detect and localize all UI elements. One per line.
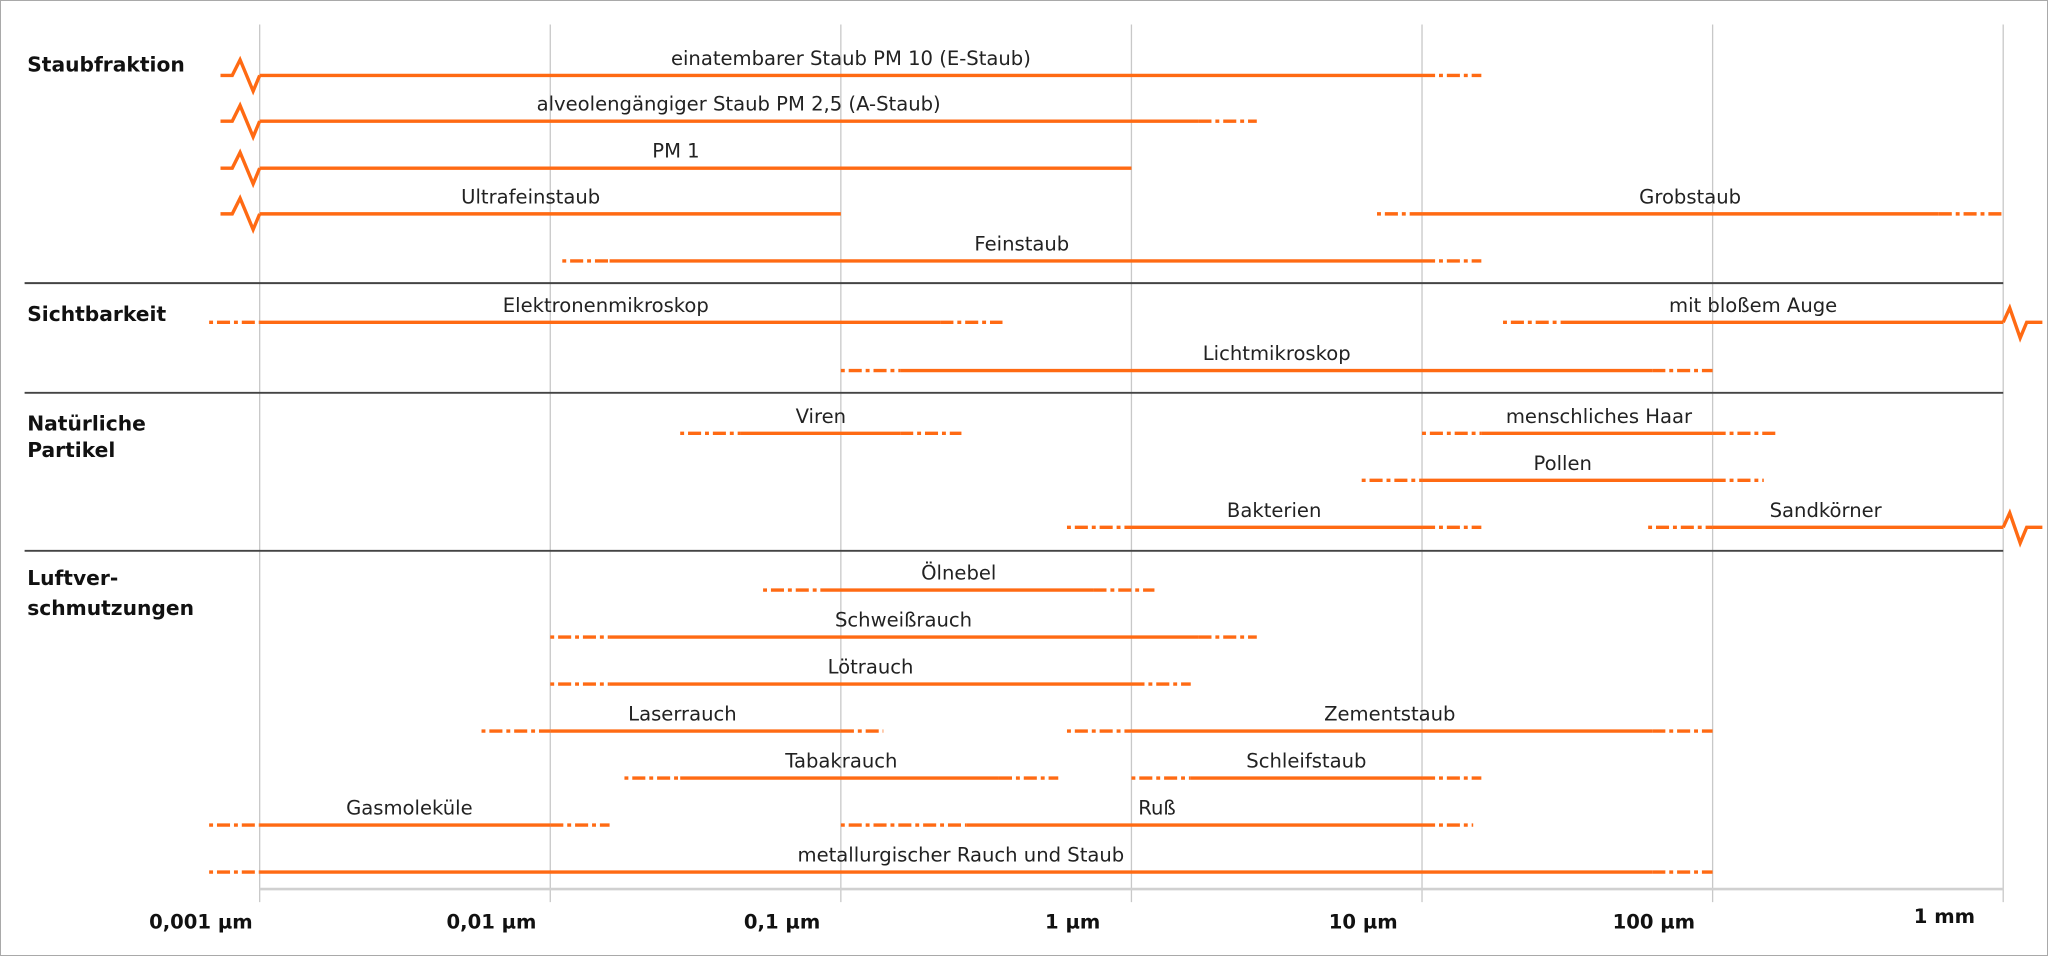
range-bar: Ölnebel <box>763 562 1155 592</box>
range-bars: einatembarer Staub PM 10 (E-Staub) alveol… <box>209 47 2043 874</box>
range-bar: Ruß <box>840 797 1474 827</box>
section-labels: Staubfraktion Sichtbarkeit NatürlicheParti… <box>27 53 194 620</box>
axis-break-right <box>2001 303 2043 343</box>
range-label: Schweißrauch <box>835 609 972 632</box>
range-label: Ölnebel <box>921 562 996 585</box>
range-bar: Schleifstaub <box>1131 750 1482 780</box>
range-bar: Bakterien <box>1066 499 1482 530</box>
range-label: Pollen <box>1534 452 1592 475</box>
range-bar: Ultrafeinstaub <box>220 185 841 234</box>
range-label: einatembarer Staub PM 10 (E-Staub) <box>671 47 1031 70</box>
range-label: Laserrauch <box>628 703 736 726</box>
range-bar: Lichtmikroskop <box>840 342 1713 373</box>
range-label: Gasmoleküle <box>346 797 473 820</box>
section-label: schmutzungen <box>27 596 194 620</box>
range-label: Viren <box>796 405 846 428</box>
x-tick-label: 0,001 µm <box>149 910 253 933</box>
range-label: Grobstaub <box>1639 185 1741 208</box>
range-label: Bakterien <box>1227 499 1321 522</box>
range-label: Zementstaub <box>1324 703 1455 726</box>
range-label: Schleifstaub <box>1246 750 1366 773</box>
range-label: Lötrauch <box>828 656 914 679</box>
section-label: Luftver- <box>27 566 118 590</box>
range-bar: Zementstaub <box>1066 703 1713 733</box>
range-bar: Elektronenmikroskop <box>209 294 1003 324</box>
range-label: Tabakrauch <box>784 750 897 773</box>
range-bar: metallurgischer Rauch und Staub <box>209 844 1713 874</box>
range-label: Elektronenmikroskop <box>503 294 709 317</box>
section-label: Natürliche <box>27 412 146 436</box>
axis-break-right <box>2001 508 2043 548</box>
section-label: Sichtbarkeit <box>27 302 166 326</box>
range-bar: Grobstaub <box>1377 185 2004 216</box>
axis-break-left <box>220 101 262 142</box>
range-bar: alveolengängiger Staub PM 2,5 (A-Staub) <box>220 93 1257 142</box>
x-tick-label: 1 µm <box>1045 910 1100 933</box>
range-bar: einatembarer Staub PM 10 (E-Staub) <box>220 47 1482 96</box>
range-label: mit bloßem Auge <box>1669 294 1837 317</box>
range-bar: Pollen <box>1361 452 1764 483</box>
section-label: Partikel <box>27 438 115 462</box>
range-label: PM 1 <box>652 140 699 163</box>
range-label: Ultrafeinstaub <box>461 185 600 208</box>
x-tick-label: 0,1 µm <box>744 910 820 933</box>
x-tick-label: 1 mm <box>1914 905 1975 928</box>
range-label: Lichtmikroskop <box>1203 342 1351 365</box>
range-bar: Feinstaub <box>562 232 1482 263</box>
axis-break-left <box>220 194 262 234</box>
range-bar: Lötrauch <box>550 656 1191 686</box>
section-separators <box>24 282 2004 552</box>
range-bar: PM 1 <box>220 140 1132 189</box>
axis-break-left <box>220 55 262 96</box>
x-tick-label: 0,01 µm <box>447 910 537 933</box>
gridlines <box>259 24 2004 903</box>
range-bar: Viren <box>680 405 962 435</box>
range-bar: Tabakrauch <box>624 750 1059 780</box>
range-bar: Gasmoleküle <box>209 797 610 827</box>
range-label: metallurgischer Rauch und Staub <box>798 844 1125 867</box>
range-label: Ruß <box>1138 797 1175 820</box>
range-bar: Sandkörner <box>1648 499 2043 548</box>
x-tick-label: 100 µm <box>1613 910 1696 933</box>
axis-break-left <box>220 148 262 189</box>
x-tick-label: 10 µm <box>1329 910 1398 933</box>
range-bar: mit bloßem Auge <box>1503 294 2043 343</box>
range-label: alveolengängiger Staub PM 2,5 (A-Staub) <box>537 93 941 116</box>
range-bar: menschliches Haar <box>1422 405 1776 435</box>
range-bar: Laserrauch <box>481 703 884 733</box>
x-axis-ticks: 0,001 µm 0,01 µm 0,1 µm 1 µm 10 µm 100 µm 1 mm <box>149 905 1975 933</box>
range-label: Feinstaub <box>974 232 1069 255</box>
range-label: Sandkörner <box>1770 499 1883 522</box>
section-label: Staubfraktion <box>27 53 185 77</box>
range-label: menschliches Haar <box>1506 405 1693 428</box>
range-bar: Schweißrauch <box>550 609 1257 639</box>
